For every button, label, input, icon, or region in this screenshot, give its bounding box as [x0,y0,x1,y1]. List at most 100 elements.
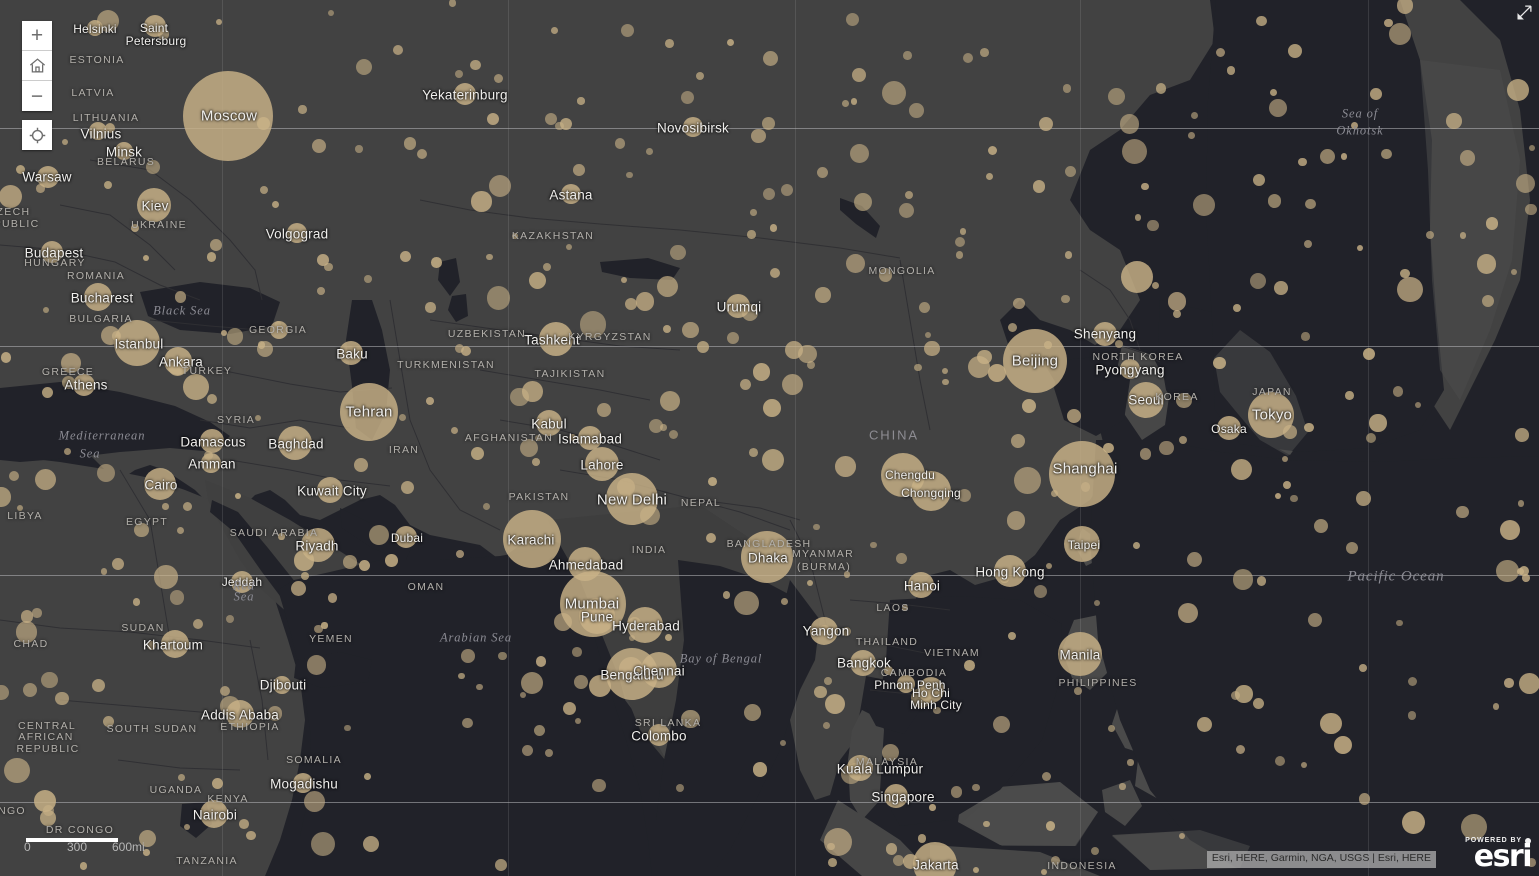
population-marker[interactable] [519,438,538,457]
population-marker[interactable] [1281,455,1288,463]
population-marker[interactable] [1094,599,1101,606]
population-marker[interactable] [823,827,852,857]
population-marker[interactable] [1062,84,1071,93]
population-marker[interactable] [1319,148,1335,164]
population-marker-yangon[interactable] [810,617,838,645]
population-marker[interactable] [1041,771,1051,781]
population-marker[interactable] [1369,414,1387,432]
population-marker[interactable] [665,39,675,49]
population-marker[interactable] [1518,500,1525,507]
population-marker[interactable] [1396,619,1403,626]
population-marker[interactable] [1032,180,1045,193]
population-marker-baghdad[interactable] [278,426,312,460]
population-marker[interactable] [174,291,187,304]
population-marker[interactable] [313,624,323,634]
population-marker[interactable] [290,581,307,597]
population-marker[interactable] [761,448,784,471]
population-marker[interactable] [1287,43,1303,58]
population-marker-urumqi[interactable] [726,294,750,318]
population-marker[interactable] [271,200,280,209]
population-marker[interactable] [1365,432,1377,443]
population-marker[interactable] [972,783,980,792]
population-marker[interactable] [96,463,116,483]
population-marker[interactable] [267,706,283,721]
population-marker[interactable] [589,675,612,698]
population-marker[interactable] [134,522,149,537]
population-marker[interactable] [221,329,228,336]
population-marker[interactable] [682,321,700,339]
population-marker[interactable] [431,257,442,268]
population-marker-pune[interactable] [579,598,615,634]
population-marker[interactable] [354,458,368,472]
population-marker[interactable] [169,590,185,605]
population-marker[interactable] [980,48,989,57]
population-marker[interactable] [1046,562,1053,570]
population-marker[interactable] [841,100,849,107]
population-marker-budapest[interactable] [41,241,63,263]
population-marker-saint-petersburg[interactable] [144,15,166,37]
population-marker[interactable] [1362,347,1375,360]
population-marker-phnom-penh[interactable] [897,675,915,693]
population-marker[interactable] [727,331,740,344]
population-marker[interactable] [955,236,966,247]
population-marker-vilnius[interactable] [89,122,107,140]
population-marker[interactable] [497,651,507,661]
population-marker[interactable] [1301,332,1310,341]
population-marker[interactable] [131,223,140,232]
population-marker[interactable] [531,458,540,466]
population-marker[interactable] [816,166,829,179]
population-marker[interactable] [1269,99,1287,118]
population-marker[interactable] [311,139,326,154]
population-marker[interactable] [1249,272,1266,289]
population-marker[interactable] [226,327,244,345]
population-marker[interactable] [209,239,222,251]
population-marker[interactable] [620,276,628,284]
population-marker[interactable] [878,268,893,282]
population-marker[interactable] [317,254,330,266]
population-marker[interactable] [34,469,56,491]
population-marker-taipei[interactable] [1064,526,1100,562]
population-marker[interactable] [1408,676,1418,686]
population-marker[interactable] [257,341,266,349]
population-marker[interactable] [813,524,820,531]
population-marker[interactable] [1446,113,1462,129]
population-marker-baku[interactable] [339,341,363,365]
population-marker[interactable] [815,287,831,303]
population-marker[interactable] [577,97,585,105]
population-marker[interactable] [592,779,606,793]
population-marker-karachi[interactable] [503,510,561,568]
population-marker[interactable] [362,836,379,853]
population-marker[interactable] [1147,219,1159,232]
population-marker[interactable] [511,233,518,240]
population-marker[interactable] [1252,173,1265,186]
population-marker[interactable] [215,18,222,25]
population-marker[interactable] [356,58,373,75]
population-marker[interactable] [1334,736,1353,755]
population-marker[interactable] [1046,821,1056,831]
population-marker[interactable] [822,722,830,730]
population-marker[interactable] [744,703,761,721]
population-marker[interactable] [1213,357,1226,370]
population-marker[interactable] [535,656,547,667]
population-marker[interactable] [781,374,803,396]
population-marker[interactable] [1188,132,1195,140]
population-marker[interactable] [1407,711,1417,721]
population-marker[interactable] [1345,391,1354,400]
population-marker[interactable] [1356,245,1363,252]
population-marker[interactable] [1274,281,1289,295]
population-marker-manila[interactable] [1058,632,1102,676]
population-marker-athens[interactable] [73,374,95,396]
population-marker[interactable] [521,671,544,694]
population-marker[interactable] [722,591,731,599]
population-marker[interactable] [554,121,564,131]
population-marker[interactable] [1515,174,1536,194]
population-marker-seoul[interactable] [1128,382,1164,418]
population-marker-khartoum[interactable] [161,630,189,658]
population-marker[interactable] [727,39,735,47]
population-marker[interactable] [1476,254,1497,274]
population-marker[interactable] [663,324,672,334]
population-marker[interactable] [425,302,436,313]
population-marker[interactable] [1167,292,1187,311]
population-marker[interactable] [924,340,940,356]
